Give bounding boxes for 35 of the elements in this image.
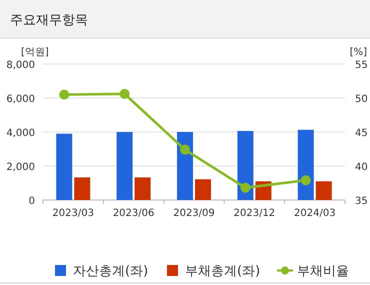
y2-axis-title: [%] — [350, 47, 368, 58]
y2-tick-label: 40 — [355, 162, 368, 173]
y2-tick-label: 35 — [355, 196, 368, 207]
bar — [74, 177, 90, 200]
bar — [298, 130, 314, 200]
x-tick-label: 2023/12 — [234, 208, 276, 219]
bar — [316, 181, 332, 200]
point — [300, 175, 311, 186]
bar — [237, 130, 254, 200]
y2-tick-label: 45 — [355, 128, 368, 139]
point — [120, 88, 130, 99]
x-tick-label: 2023/03 — [52, 208, 94, 219]
bar — [134, 177, 151, 200]
y-tick-label: 0 — [28, 196, 35, 207]
point — [59, 90, 70, 100]
x-tick-label: 2024/03 — [294, 208, 336, 219]
legend-label: 자산총계(좌) — [73, 264, 148, 279]
y2-tick-label: 50 — [355, 94, 368, 105]
bar — [177, 132, 193, 200]
y-axis-title: [억원] — [21, 47, 49, 58]
y-tick-label: 8,000 — [6, 60, 35, 71]
y2-tick-label: 55 — [355, 60, 368, 71]
bar — [195, 179, 211, 200]
point — [240, 182, 250, 193]
chart-title: 주요재무항목 — [10, 13, 88, 28]
y-tick-label: 6,000 — [6, 94, 35, 105]
y-tick-label: 2,000 — [6, 162, 35, 173]
x-tick-label: 2023/09 — [173, 208, 215, 219]
legend-label: 부채비율 — [297, 264, 349, 279]
x-tick-label: 2023/06 — [112, 208, 154, 219]
legend-label: 부채총계(좌) — [185, 264, 260, 279]
bar — [116, 132, 133, 200]
y-tick-label: 4,000 — [6, 128, 35, 139]
bar — [56, 134, 72, 200]
point — [180, 144, 190, 155]
